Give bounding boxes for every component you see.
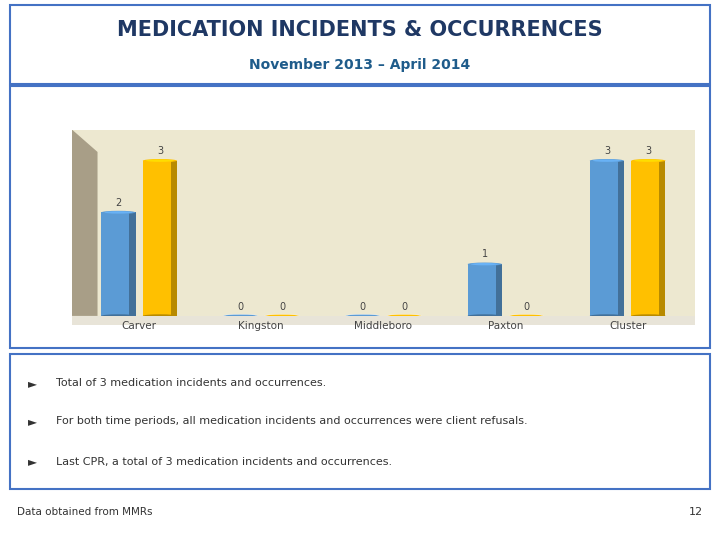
Bar [468,264,502,316]
Ellipse shape [590,314,624,318]
Legend: Medication Incidents/Occurrences (Jan. 2013 - June 2013), Medication Incidents/O: Medication Incidents/Occurrences (Jan. 2… [96,366,670,382]
Text: 3: 3 [604,146,610,156]
Ellipse shape [102,211,135,214]
Text: November 2013 – April 2014: November 2013 – April 2014 [249,58,471,72]
Text: ►: ► [27,415,37,428]
Text: 3: 3 [645,146,652,156]
Ellipse shape [468,262,502,266]
Bar [143,160,177,316]
FancyBboxPatch shape [10,86,710,348]
Text: 0: 0 [401,302,408,312]
Ellipse shape [509,314,544,318]
Text: 1: 1 [482,249,488,260]
Ellipse shape [143,314,177,318]
Text: 12: 12 [689,507,703,517]
Ellipse shape [104,211,132,214]
Ellipse shape [387,314,421,318]
Bar [495,264,502,316]
Ellipse shape [634,159,662,162]
Text: Data obtained from MMRs: Data obtained from MMRs [17,507,153,517]
Text: MEDICATION INCIDENTS & OCCURRENCES: MEDICATION INCIDENTS & OCCURRENCES [117,21,603,40]
Text: 0: 0 [279,302,285,312]
Text: 0: 0 [523,302,529,312]
Ellipse shape [468,314,502,318]
Bar [171,160,177,316]
Ellipse shape [223,314,258,318]
Ellipse shape [631,314,665,318]
Bar [102,212,135,316]
Text: Last CPR, a total of 3 medication incidents and occurrences.: Last CPR, a total of 3 medication incide… [55,457,392,467]
Text: 0: 0 [359,302,366,312]
FancyBboxPatch shape [10,5,710,84]
Bar [590,160,624,316]
Ellipse shape [346,314,379,318]
Text: Total of 3 medication incidents and occurrences.: Total of 3 medication incidents and occu… [55,379,326,388]
Text: 3: 3 [157,146,163,156]
Ellipse shape [146,159,174,162]
Text: 2: 2 [115,198,122,208]
Ellipse shape [590,159,624,162]
Ellipse shape [631,159,665,162]
Text: ►: ► [27,377,37,390]
Text: 0: 0 [238,302,243,312]
FancyBboxPatch shape [10,354,710,489]
Text: For both time periods, all medication incidents and occurrences were client refu: For both time periods, all medication in… [55,416,527,426]
Ellipse shape [102,314,135,318]
Ellipse shape [265,314,299,318]
Bar [618,160,624,316]
Text: ►: ► [27,455,37,468]
Bar [631,160,665,316]
Bar [72,316,695,325]
Ellipse shape [593,159,621,162]
Ellipse shape [143,159,177,162]
Polygon shape [72,130,97,316]
Bar [660,160,665,316]
Ellipse shape [471,263,499,265]
Bar [130,212,135,316]
